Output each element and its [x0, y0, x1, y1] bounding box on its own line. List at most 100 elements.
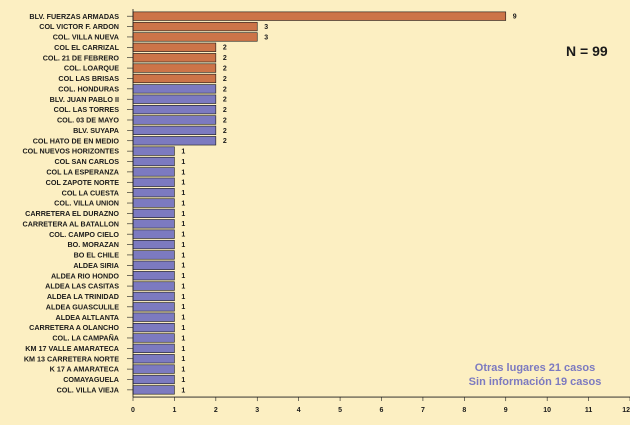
value-label: 1: [181, 356, 185, 363]
category-label: ALDEA LAS CASITAS: [45, 282, 119, 291]
bar: [132, 146, 175, 156]
value-label: 1: [181, 304, 185, 311]
value-label: 1: [181, 294, 185, 301]
bar: [132, 219, 175, 229]
bars-group: [132, 11, 507, 395]
category-label: CARRETERA A OLANCHO: [29, 323, 119, 332]
x-tick-label: 9: [504, 407, 508, 414]
n-count-label: N = 99: [566, 43, 608, 59]
x-tick-label: 0: [131, 407, 135, 414]
category-label: COL. 21 DE FEBRERO: [43, 53, 120, 62]
x-tick-label: 5: [338, 407, 342, 414]
category-label: BLV. FUERZAS ARMADAS: [29, 12, 119, 21]
x-tick-label: 8: [462, 407, 466, 414]
note-other-places: Otras lugares 21 casos: [474, 362, 596, 374]
value-label: 2: [223, 97, 227, 104]
category-label: CARRETERA AL BATALLON: [23, 219, 120, 228]
value-label: 1: [181, 387, 185, 394]
value-label: 1: [181, 200, 185, 207]
axes-group: 0 1 2 3 4 5 6 7 8 9 10 11 12: [131, 9, 630, 414]
category-label: COL SAN CARLOS: [54, 157, 119, 166]
x-tick-label: 2: [214, 407, 218, 414]
value-label: 1: [181, 263, 185, 270]
x-tick-label: 11: [585, 407, 593, 414]
category-label: ALDEA ALTLANTA: [56, 313, 119, 322]
category-label: COL NUEVOS HORIZONTES: [22, 147, 119, 156]
bar: [132, 42, 217, 52]
category-label: COL. HONDURAS: [58, 84, 119, 93]
value-label: 1: [181, 283, 185, 290]
category-label: COL. LAS TORRES: [54, 105, 120, 114]
bar: [132, 177, 175, 187]
value-label: 2: [223, 76, 227, 83]
bar: [132, 63, 217, 73]
value-label: 2: [223, 107, 227, 114]
value-label: 1: [181, 367, 185, 374]
bar: [132, 11, 507, 21]
x-tick-label: 6: [380, 407, 384, 414]
category-label: COMAYAGUELA: [63, 375, 119, 384]
category-label: BO. MORAZAN: [67, 240, 119, 249]
category-label: BLV. SUYAPA: [73, 126, 119, 135]
bar: [132, 125, 217, 135]
bar: [132, 271, 175, 281]
value-labels-group: 9 3 3 2 2 2 2 2 2 2 2 2 2 1 1 1 1 1 1 1 1 1 1 1 1 1 1 1 1 1 1 1 1 1 1 1 1: [181, 14, 516, 395]
value-label: 1: [181, 169, 185, 176]
note-no-info: Sin información 19 casos: [468, 375, 602, 388]
bar: [132, 385, 175, 395]
value-label: 1: [181, 149, 185, 156]
bar: [132, 94, 217, 104]
value-label: 2: [223, 45, 227, 52]
category-label: ALDEA RIO HONDO: [51, 271, 119, 280]
category-label: COL. VILLA NUEVA: [53, 33, 119, 42]
bar: [132, 291, 175, 302]
value-label: 1: [181, 180, 185, 187]
value-label: 1: [181, 273, 185, 280]
category-label: COL HATO DE EN MEDIO: [33, 136, 120, 145]
x-tick-label: 3: [255, 407, 259, 414]
category-label: COL ZAPOTE NORTE: [46, 178, 120, 187]
bar: [132, 115, 217, 125]
category-label: ALDEA LA TRINIDAD: [47, 292, 119, 301]
category-label: BLV. JUAN PABLO II: [50, 95, 119, 104]
bar: [132, 260, 175, 270]
bar: [132, 239, 175, 250]
category-label: COL VICTOR F. ARDON: [39, 22, 119, 31]
value-label: 2: [223, 117, 227, 124]
category-label: CARRETERA EL DURAZNO: [25, 209, 119, 218]
category-label: COL. VILLA VIEJA: [57, 385, 119, 394]
value-label: 1: [181, 232, 185, 239]
bar: [132, 322, 175, 333]
bar: [132, 167, 175, 177]
bar: [132, 188, 175, 198]
bar: [132, 229, 175, 239]
x-tick-label: 4: [297, 407, 301, 414]
category-label: COL. 03 DE MAYO: [57, 116, 119, 125]
value-label: 2: [223, 138, 227, 145]
bar: [132, 198, 175, 208]
value-label: 2: [223, 128, 227, 135]
category-label: COL EL CARRIZAL: [54, 43, 119, 52]
bar: [132, 136, 217, 146]
value-label: 1: [181, 190, 185, 197]
bar: [132, 21, 258, 32]
category-label: COL LA ESPERANZA: [46, 167, 119, 176]
category-label: COL. LA CAMPAÑA: [52, 334, 119, 343]
category-label: BO EL CHILE: [74, 251, 120, 260]
value-label: 1: [181, 377, 185, 384]
value-label: 2: [223, 65, 227, 72]
value-label: 1: [181, 252, 185, 259]
x-tick-label: 10: [543, 407, 551, 414]
bar: [132, 156, 175, 167]
bar: [132, 302, 175, 312]
category-label: KM 13 CARRETERA NORTE: [24, 354, 119, 363]
value-label: 1: [181, 221, 185, 228]
bar: [132, 281, 175, 291]
notes-block: Otras lugares 21 casos Sin información 1…: [450, 362, 620, 389]
bar: [132, 333, 175, 343]
value-label: 9: [513, 14, 517, 21]
category-label: COL. LOARQUE: [64, 64, 119, 73]
